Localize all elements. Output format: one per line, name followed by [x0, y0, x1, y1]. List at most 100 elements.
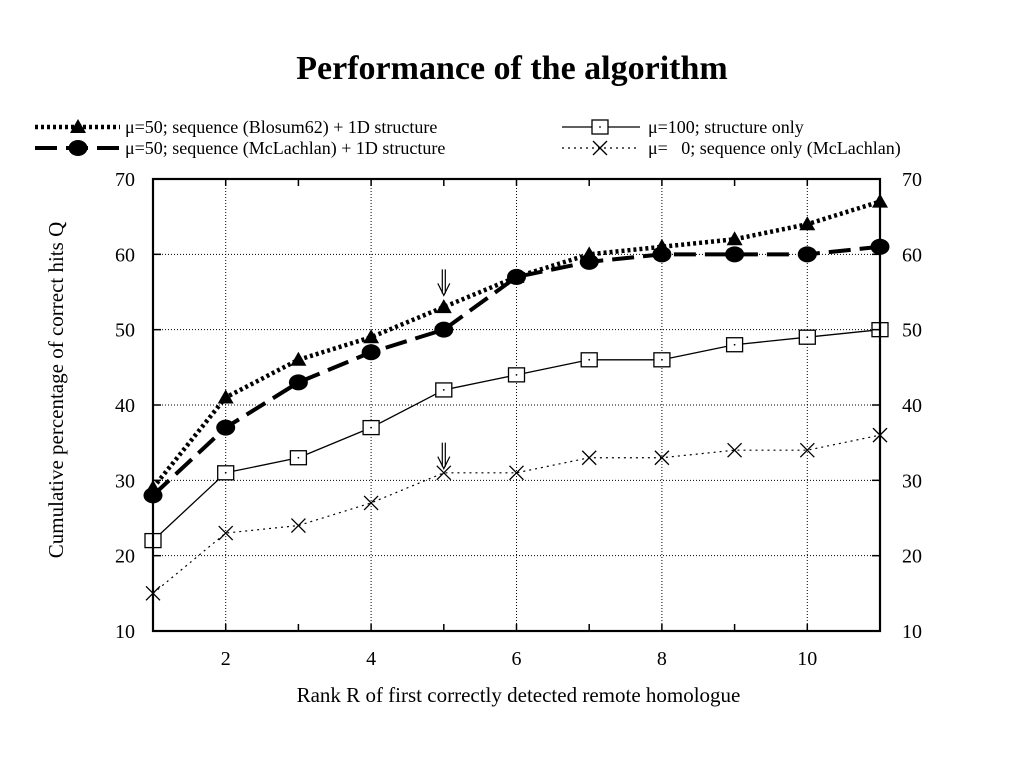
series-3: [144, 322, 889, 549]
y-tick-label-left: 20: [115, 546, 135, 568]
data-point-stroke-b: [218, 525, 234, 541]
data-point: [362, 419, 380, 436]
data-point: [290, 351, 307, 366]
legend: μ=50; sequence (Blosum62) + 1D structure…: [35, 117, 901, 159]
data-point: [654, 450, 670, 466]
y-tick-label-right: 50: [902, 320, 922, 342]
data-point-stroke-b: [654, 450, 670, 466]
y-axis-label: Cumulative percentage of correct hits Q: [44, 222, 68, 558]
data-point-stroke-b: [727, 442, 743, 458]
data-point: [435, 382, 453, 398]
data-point: [727, 442, 743, 458]
y-tick-label-left: 70: [115, 169, 135, 191]
data-point: [216, 419, 236, 436]
legend-label: μ=100; structure only: [648, 117, 804, 137]
data-point: [509, 465, 524, 481]
annotation-arrow: [437, 269, 451, 297]
legend-entry-1: μ=50; sequence (Blosum62) + 1D structure: [35, 117, 437, 138]
data-point: [435, 299, 452, 314]
series-line: [151, 244, 881, 497]
data-point-dot: [442, 389, 445, 391]
data-point: [653, 352, 671, 368]
legend-marker: [68, 140, 88, 156]
data-point-dot: [733, 343, 736, 346]
legend-entry-2: μ=50; sequence (McLachlan) + 1D structur…: [35, 138, 445, 159]
y-tick-label-left: 60: [115, 244, 135, 266]
data-point: [218, 525, 234, 541]
y-tick-label-right: 40: [902, 395, 922, 417]
y-tick-label-right: 30: [902, 470, 922, 492]
arrow-head: [437, 456, 451, 471]
x-tick-label: 6: [512, 648, 522, 670]
data-point-dot: [297, 456, 300, 459]
data-point: [725, 246, 745, 263]
data-point-dot: [661, 358, 663, 361]
page-title: Performance of the algorithm: [296, 50, 728, 87]
legend-marker: [70, 119, 86, 133]
data-point: [579, 253, 599, 270]
data-point: [436, 465, 452, 481]
data-point: [799, 216, 816, 231]
legend-label: μ=50; sequence (Blosum62) + 1D structure: [125, 117, 437, 138]
legend-marker-dot: [599, 126, 601, 128]
data-point-dot: [588, 358, 591, 361]
data-point: [217, 465, 235, 481]
data-point-dot: [370, 426, 372, 429]
axes: 10 10 20 20 30 30 40 40 50 50 60 60 70 70 2 4 6 8 10 Rank R…: [44, 169, 922, 707]
x-tick-label: 4: [366, 648, 376, 670]
data-point: [434, 321, 454, 338]
y-tick-label-left: 30: [115, 470, 135, 492]
data-point: [289, 450, 308, 466]
x-tick-label: 10: [797, 648, 817, 670]
y-tick-label-right: 20: [902, 546, 922, 568]
data-point: [361, 344, 381, 361]
data-point: [652, 246, 672, 263]
x-axis-label: Rank R of first correctly detected remot…: [297, 683, 741, 707]
data-point-stroke-b: [363, 495, 379, 511]
data-point: [363, 329, 380, 344]
y-tick-label-left: 40: [115, 395, 135, 417]
y-tick-label-right: 60: [902, 244, 922, 266]
series-1: [145, 193, 888, 494]
legend-label: μ=50; sequence (McLachlan) + 1D structur…: [125, 138, 445, 159]
data-point: [288, 374, 308, 391]
data-point-dot: [515, 373, 518, 376]
y-tick-label-right: 10: [902, 621, 922, 643]
data-point-stroke-b: [436, 465, 452, 481]
legend-marker: [592, 140, 608, 156]
data-point: [580, 352, 598, 368]
data-point-stroke-b: [581, 450, 597, 466]
data-point: [726, 231, 743, 246]
y-tick-label-left: 10: [115, 621, 135, 643]
series-2: [143, 238, 890, 504]
y-tick-label-left: 50: [115, 320, 135, 342]
x-tick-label: 8: [657, 648, 667, 670]
data-point-stroke-b: [509, 465, 524, 481]
series-line: [151, 199, 881, 490]
series-line: [152, 329, 881, 542]
data-point-dot: [806, 336, 809, 339]
legend-marker: [591, 119, 609, 135]
data-point: [363, 495, 379, 511]
data-point: [799, 442, 815, 458]
data-point: [217, 389, 234, 404]
data-point: [507, 367, 526, 383]
legend-entry-4: μ= 0; sequence only (McLachlan): [562, 138, 901, 159]
data-point: [581, 450, 597, 466]
annotation-arrow: [437, 442, 451, 471]
legend-entry-3: μ=100; structure only: [562, 117, 804, 137]
data-point: [507, 268, 526, 285]
data-point: [798, 329, 816, 345]
series-4: [145, 427, 888, 601]
legend-label: μ= 0; sequence only (McLachlan): [648, 138, 901, 159]
data-point: [797, 246, 817, 263]
x-tick-label: 2: [221, 648, 231, 670]
arrow-head: [437, 283, 451, 297]
data-point-stroke-b: [290, 518, 306, 533]
data-point: [725, 337, 744, 353]
series-layer: [143, 193, 890, 601]
legend-marker-stroke-b: [592, 140, 608, 156]
y-tick-label-right: 70: [902, 169, 922, 191]
data-point-stroke-b: [799, 442, 815, 458]
